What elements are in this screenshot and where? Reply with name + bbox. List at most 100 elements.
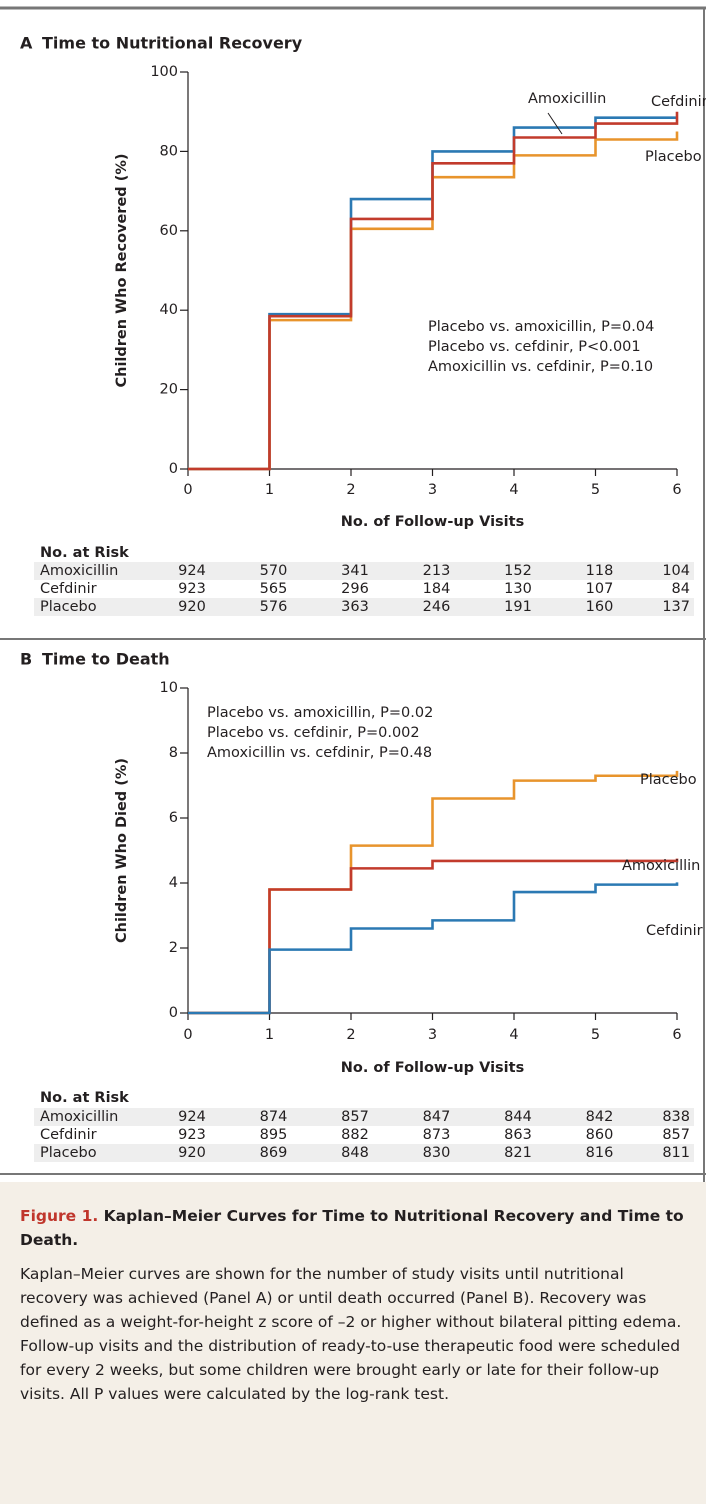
- risk-value: 857: [662, 1127, 690, 1143]
- risk-row-name: Placebo: [40, 1145, 97, 1161]
- annotation: Amoxicillin vs. cefdinir, P=0.48: [207, 745, 432, 761]
- risk-value: 844: [504, 1109, 532, 1125]
- series-label: Placebo: [640, 772, 697, 788]
- x-tick-label: 1: [265, 482, 274, 498]
- risk-row-name: Amoxicillin: [40, 563, 118, 579]
- series-label: Cefdinir: [651, 94, 706, 110]
- annotation: Placebo vs. cefdinir, P<0.001: [428, 339, 641, 355]
- figure-bg: [0, 0, 706, 1182]
- row-shade: [34, 1108, 694, 1126]
- risk-value: 107: [586, 581, 614, 597]
- survival-curve: [188, 858, 679, 1015]
- risk-value: 869: [260, 1145, 288, 1161]
- annotation: Placebo vs. amoxicillin, P=0.02: [207, 705, 433, 721]
- annotation: Placebo vs. amoxicillin, P=0.04: [428, 319, 654, 335]
- y-tick-label: 40: [160, 302, 178, 318]
- x-axis-title: No. of Follow-up Visits: [341, 1060, 524, 1076]
- risk-row-name: Cefdinir: [40, 581, 97, 597]
- risk-value: 246: [423, 599, 451, 615]
- leader-line: [547, 112, 563, 135]
- caption-heading: Figure 1. Kaplan–Meier Curves for Time t…: [20, 1204, 688, 1252]
- x-tick-label: 6: [672, 482, 681, 498]
- x-tick-label: 5: [591, 1027, 600, 1043]
- risk-value: 857: [341, 1109, 369, 1125]
- risk-value: 821: [504, 1145, 532, 1161]
- risk-value: 576: [260, 599, 288, 615]
- figure: A Time to Nutritional Recovery02040608010…: [0, 0, 706, 1182]
- risk-row-name: Amoxicillin: [40, 1109, 118, 1125]
- annotation: Placebo vs. cefdinir, P=0.002: [207, 725, 420, 741]
- risk-value: 84: [672, 581, 690, 597]
- x-tick-label: 2: [346, 482, 355, 498]
- survival-curve: [188, 111, 679, 471]
- y-tick-label: 8: [169, 745, 178, 761]
- panel-letter: B: [20, 650, 32, 669]
- risk-value: 924: [178, 1109, 206, 1125]
- risk-value: 920: [178, 1145, 206, 1161]
- risk-value: 863: [504, 1127, 532, 1143]
- risk-value: 923: [178, 1127, 206, 1143]
- risk-value: 847: [423, 1109, 451, 1125]
- risk-value: 191: [504, 599, 532, 615]
- risk-value: 923: [178, 581, 206, 597]
- x-tick-label: 3: [428, 482, 437, 498]
- panel-title: Time to Death: [42, 650, 170, 669]
- risk-row-name: Placebo: [40, 599, 97, 615]
- y-tick-label: 100: [150, 64, 178, 80]
- risk-value: 565: [260, 581, 288, 597]
- y-tick-label: 0: [169, 1005, 178, 1021]
- survival-curve: [188, 882, 679, 1015]
- risk-value: 830: [423, 1145, 451, 1161]
- caption-label: Figure 1.: [20, 1207, 99, 1225]
- risk-value: 920: [178, 599, 206, 615]
- x-tick-label: 0: [183, 1027, 192, 1043]
- series-label: Amoxicillin: [622, 858, 700, 874]
- panel-letter: A: [20, 34, 33, 53]
- series-label: Placebo: [645, 149, 702, 165]
- risk-value: 848: [341, 1145, 369, 1161]
- caption-text: Kaplan–Meier curves are shown for the nu…: [20, 1265, 682, 1403]
- risk-value: 860: [586, 1127, 614, 1143]
- risk-value: 104: [662, 563, 690, 579]
- risk-value: 811: [662, 1145, 690, 1161]
- x-tick-label: 6: [672, 1027, 681, 1043]
- risk-value: 137: [662, 599, 690, 615]
- risk-value: 842: [586, 1109, 614, 1125]
- x-tick-label: 1: [265, 1027, 274, 1043]
- row-shade: [34, 1144, 694, 1162]
- risk-table-title: No. at Risk: [40, 545, 129, 561]
- risk-value: 873: [423, 1127, 451, 1143]
- series-label: Cefdinir: [646, 923, 703, 939]
- y-tick-label: 4: [169, 875, 178, 891]
- y-tick-label: 0: [169, 461, 178, 477]
- x-tick-label: 0: [183, 482, 192, 498]
- panel-title: Time to Nutritional Recovery: [42, 34, 303, 53]
- risk-value: 184: [423, 581, 451, 597]
- risk-value: 816: [586, 1145, 614, 1161]
- risk-value: 570: [260, 563, 288, 579]
- risk-value: 152: [504, 563, 532, 579]
- caption-title: Kaplan–Meier Curves for Time to Nutritio…: [20, 1207, 684, 1249]
- risk-value: 118: [586, 563, 614, 579]
- y-tick-label: 10: [160, 680, 178, 696]
- y-axis-title: Children Who Died (%): [114, 758, 130, 943]
- risk-value: 874: [260, 1109, 288, 1125]
- risk-value: 882: [341, 1127, 369, 1143]
- risk-value: 924: [178, 563, 206, 579]
- caption: Figure 1. Kaplan–Meier Curves for Time t…: [0, 1182, 706, 1504]
- risk-value: 838: [662, 1109, 690, 1125]
- risk-value: 895: [260, 1127, 288, 1143]
- risk-value: 213: [423, 563, 451, 579]
- y-tick-label: 6: [169, 810, 178, 826]
- y-tick-label: 20: [160, 382, 178, 398]
- y-tick-label: 2: [169, 940, 178, 956]
- y-tick-label: 60: [160, 223, 178, 239]
- annotation: Amoxicillin vs. cefdinir, P=0.10: [428, 359, 653, 375]
- row-shade: [34, 562, 694, 580]
- x-axis-title: No. of Follow-up Visits: [341, 514, 524, 530]
- x-tick-label: 4: [509, 482, 518, 498]
- risk-value: 130: [504, 581, 532, 597]
- risk-value: 363: [341, 599, 369, 615]
- x-tick-label: 3: [428, 1027, 437, 1043]
